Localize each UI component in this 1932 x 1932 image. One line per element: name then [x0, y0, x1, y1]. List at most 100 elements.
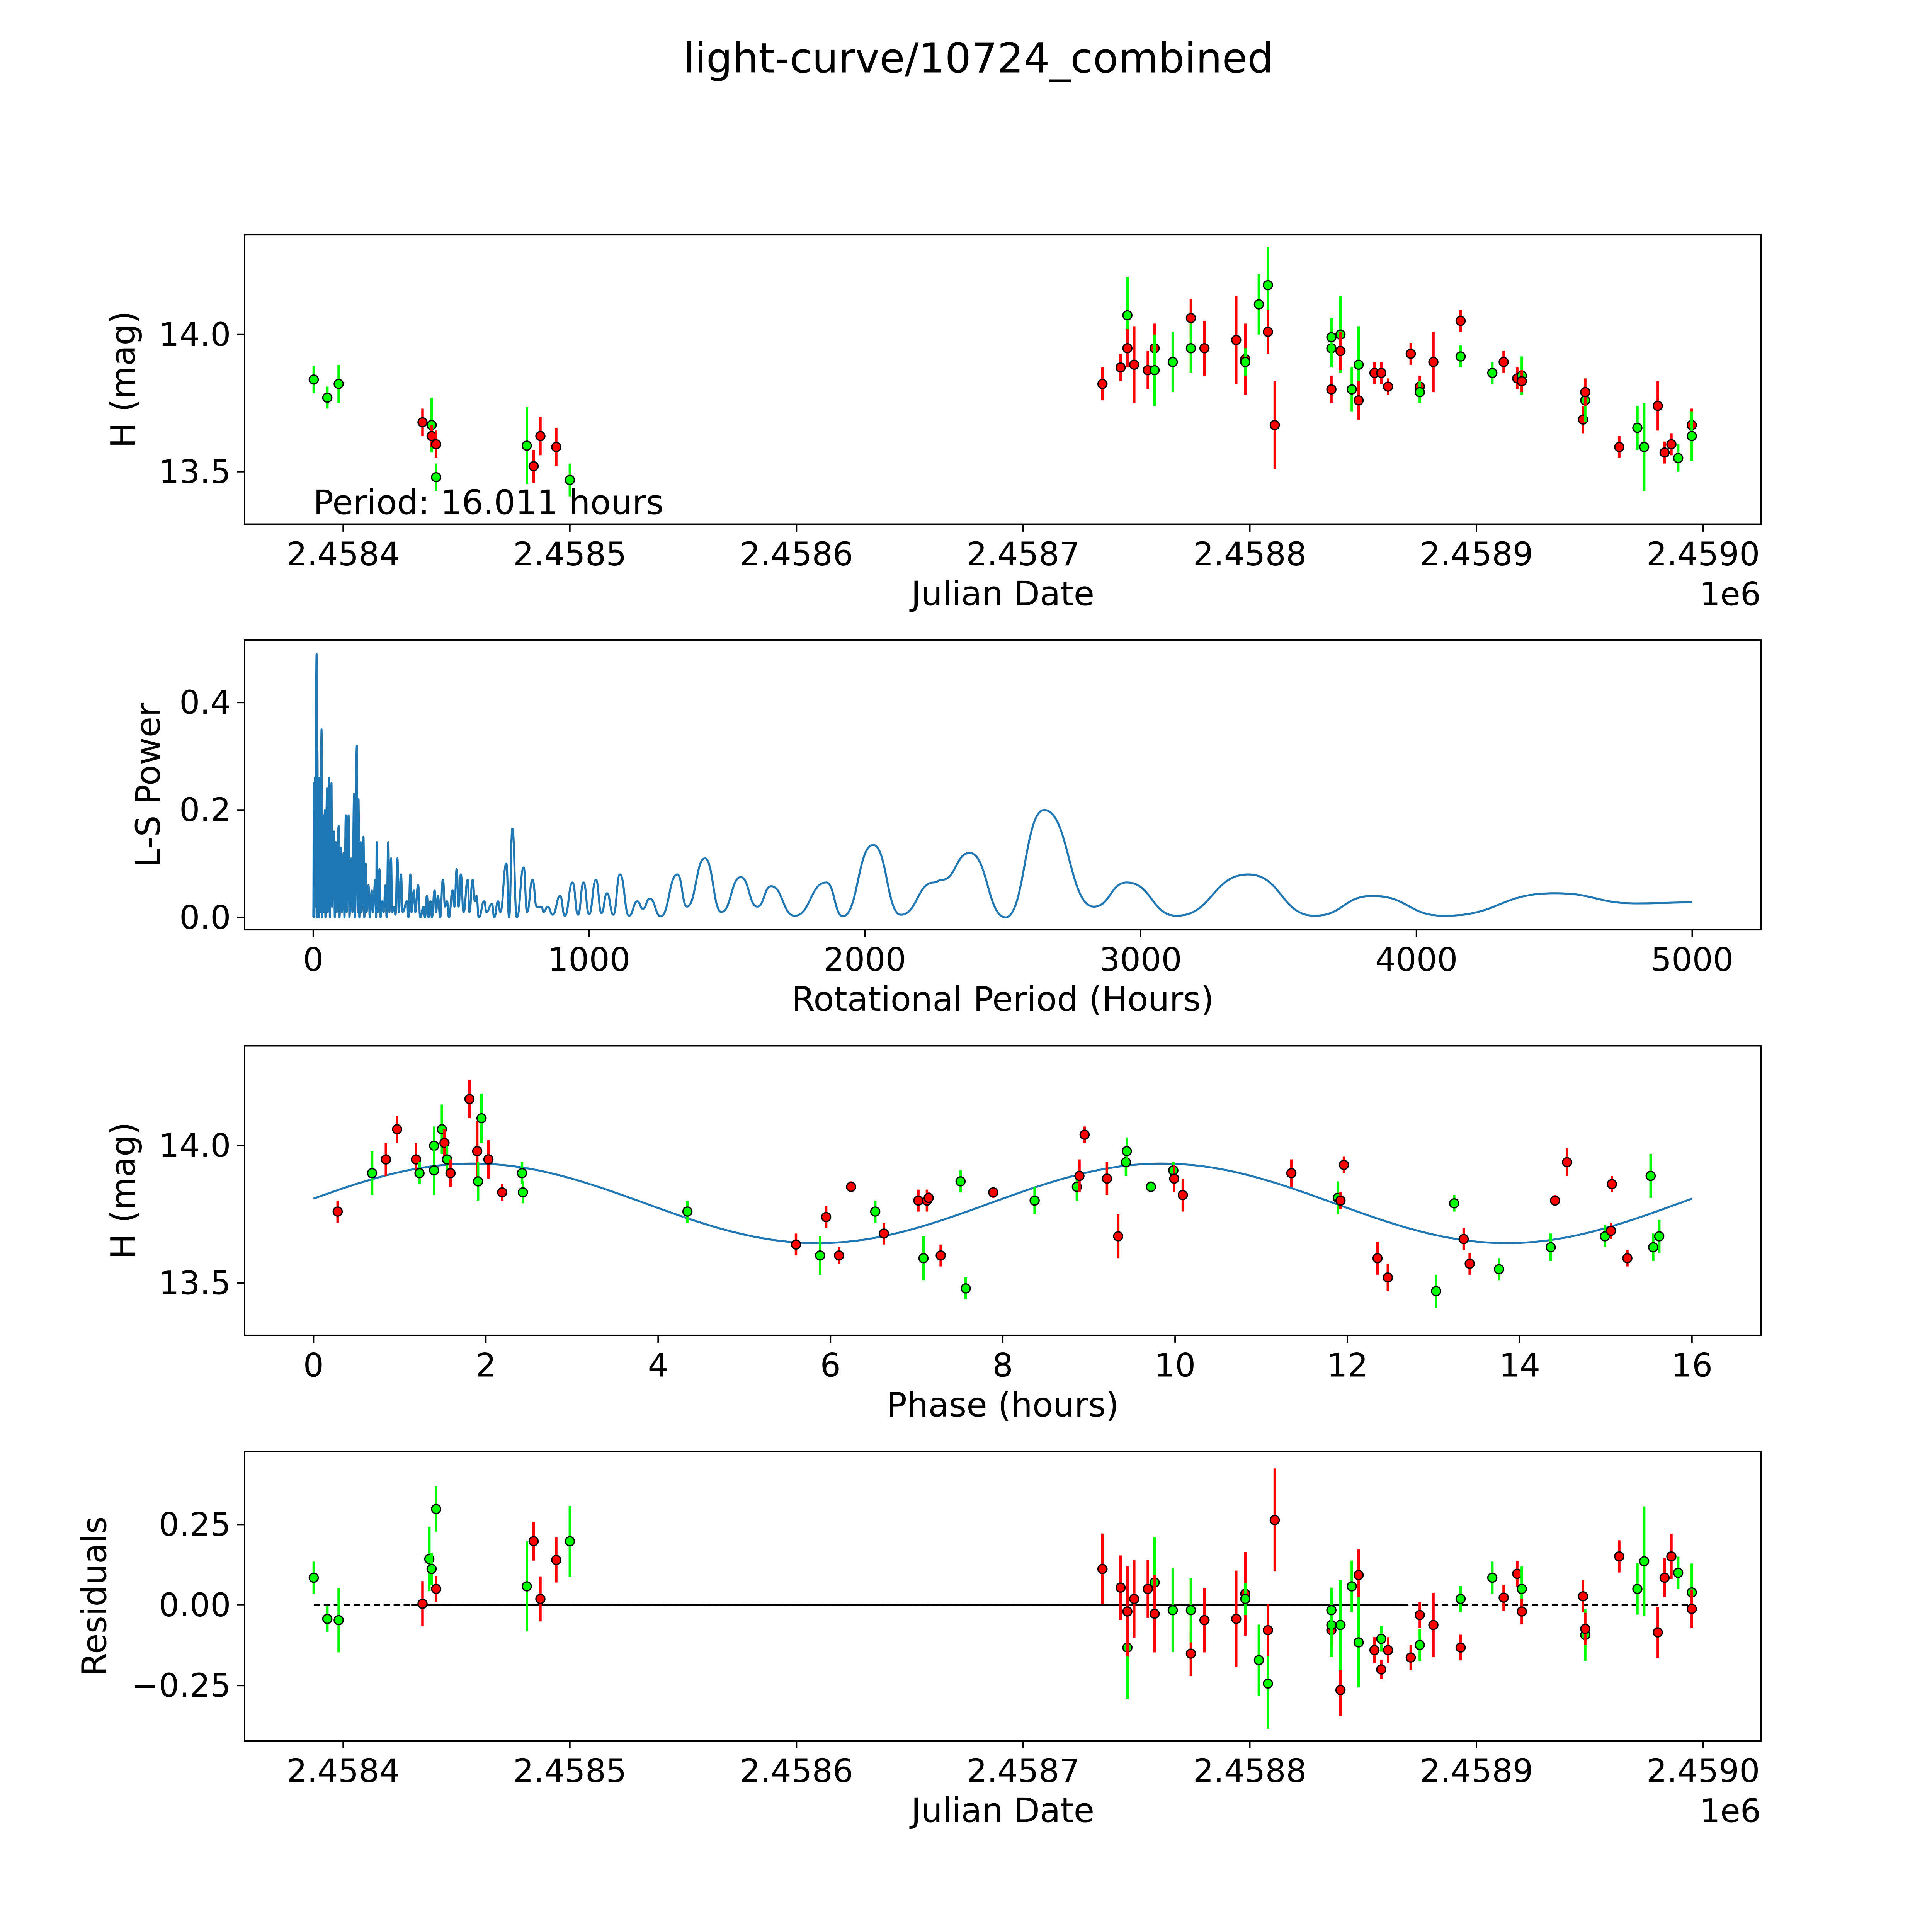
- point-marker: [1580, 387, 1590, 398]
- axes-frame: [244, 234, 1762, 525]
- point-marker: [1129, 359, 1139, 370]
- data-point: [1666, 433, 1677, 456]
- data-point: [1185, 323, 1196, 373]
- data-point: [1383, 378, 1393, 395]
- point-marker: [1383, 1645, 1393, 1655]
- point-marker: [1167, 1605, 1178, 1616]
- point-marker: [1653, 401, 1663, 411]
- point-marker: [961, 1283, 971, 1294]
- data-point: [476, 1094, 487, 1143]
- data-point: [431, 430, 441, 458]
- x-offset-text: 1e6: [1700, 575, 1761, 613]
- point-marker: [1143, 1583, 1153, 1594]
- x-tick-label: 2.4585: [513, 535, 627, 573]
- point-marker: [1405, 1652, 1416, 1663]
- data-point: [988, 1187, 998, 1198]
- point-marker: [1455, 1642, 1466, 1653]
- point-marker: [565, 474, 575, 485]
- point-marker: [1673, 1568, 1684, 1578]
- point-marker: [535, 1594, 546, 1604]
- point-marker: [1353, 359, 1364, 370]
- axes-frame: [244, 1451, 1762, 1742]
- data-point: [1517, 370, 1527, 392]
- data-point: [431, 1486, 441, 1532]
- data-point: [1167, 1568, 1178, 1652]
- point-marker: [1335, 1195, 1346, 1206]
- x-tick-label: 1000: [548, 941, 631, 979]
- data-point: [445, 1159, 456, 1187]
- data-point: [1347, 1560, 1357, 1612]
- point-marker: [1464, 1259, 1475, 1269]
- data-point: [1648, 1233, 1658, 1261]
- data-point: [791, 1233, 801, 1256]
- x-axis-label: Rotational Period (Hours): [792, 980, 1214, 1019]
- data-point: [1326, 1587, 1337, 1633]
- x-tick-label: 2.4586: [740, 1752, 853, 1790]
- y-tick-label: 0.25: [159, 1505, 231, 1543]
- x-axis-label: Phase (hours): [887, 1385, 1119, 1425]
- data-point: [1494, 1258, 1504, 1281]
- x-tick-label: 5000: [1651, 941, 1734, 979]
- data-point: [308, 366, 319, 393]
- point-marker: [1687, 1604, 1697, 1614]
- data-point: [1372, 1242, 1383, 1275]
- point-marker: [431, 439, 441, 450]
- point-marker: [528, 461, 539, 471]
- data-point: [473, 1162, 483, 1201]
- data-point: [1428, 332, 1439, 392]
- point-marker: [1115, 1582, 1126, 1593]
- data-point: [1376, 1626, 1386, 1652]
- data-point: [1185, 1578, 1196, 1643]
- data-point: [1580, 1612, 1590, 1645]
- data-point: [879, 1222, 889, 1245]
- point-marker: [517, 1168, 527, 1179]
- y-tick-label: 0.00: [159, 1586, 231, 1624]
- x-tick-label: 2.4589: [1420, 535, 1533, 573]
- point-marker: [1415, 1639, 1425, 1650]
- x-tick-label: 2.4590: [1646, 535, 1760, 573]
- data-point: [1458, 1228, 1469, 1250]
- data-point: [1146, 1181, 1156, 1192]
- data-point: [1326, 318, 1337, 357]
- point-marker: [476, 1113, 487, 1124]
- data-point: [1431, 1274, 1441, 1308]
- data-point: [528, 450, 539, 483]
- point-marker: [367, 1168, 378, 1179]
- point-marker: [1666, 1551, 1677, 1562]
- point-marker: [846, 1182, 856, 1192]
- data-point: [1607, 1176, 1617, 1192]
- point-marker: [1149, 365, 1160, 376]
- point-marker: [429, 1165, 439, 1176]
- point-marker: [1458, 1234, 1469, 1244]
- point-marker: [1240, 1594, 1250, 1604]
- data-point: [682, 1201, 693, 1223]
- data-point: [1079, 1126, 1090, 1143]
- point-marker: [1074, 1170, 1085, 1181]
- point-marker: [522, 440, 532, 451]
- point-marker: [528, 1536, 539, 1547]
- point-marker: [1666, 439, 1677, 450]
- data-point: [1240, 1583, 1250, 1615]
- point-marker: [682, 1206, 693, 1217]
- data-point: [426, 1553, 437, 1585]
- data-point: [333, 1588, 344, 1653]
- point-marker: [1512, 1568, 1522, 1579]
- point-marker: [426, 431, 437, 441]
- point-marker: [1545, 1242, 1556, 1253]
- data-point: [535, 417, 546, 456]
- point-marker: [1645, 1170, 1656, 1181]
- plot-area: [308, 1468, 1697, 1729]
- x-tick-label: 8: [992, 1346, 1013, 1384]
- point-marker: [1113, 1231, 1124, 1242]
- point-marker: [955, 1176, 966, 1187]
- point-marker: [1185, 1648, 1196, 1659]
- point-marker: [1177, 1190, 1188, 1201]
- data-point: [332, 1201, 343, 1223]
- y-tick-label: 14.0: [159, 316, 231, 354]
- point-marker: [517, 1187, 528, 1198]
- point-marker: [1431, 1286, 1441, 1296]
- data-point: [834, 1247, 844, 1264]
- data-point: [551, 1537, 561, 1583]
- point-marker: [1353, 1637, 1364, 1648]
